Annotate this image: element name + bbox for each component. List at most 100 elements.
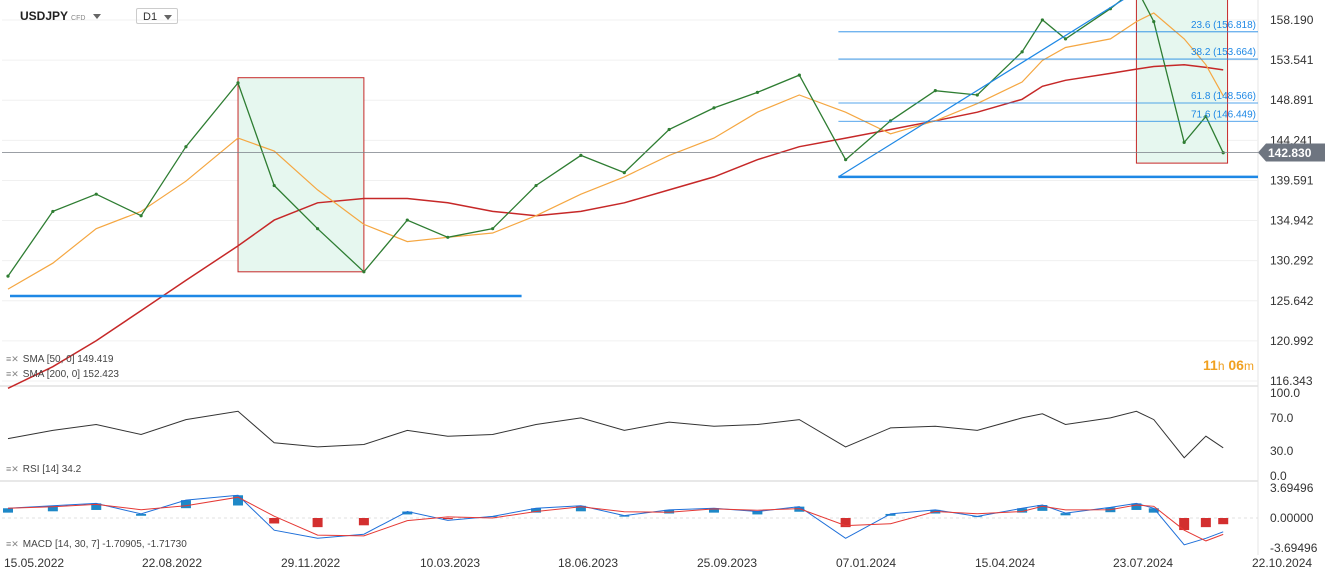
price-point (272, 183, 276, 188)
price-point (888, 119, 893, 123)
macd-histogram-bar (3, 508, 13, 513)
price-point (579, 153, 583, 157)
rsi-tick-label: 30.0 (1270, 444, 1294, 458)
macd-histogram-bar (136, 513, 147, 516)
rsi-tick-label: 70.0 (1270, 411, 1294, 425)
menu-icon[interactable]: ≡✕ (6, 464, 19, 474)
price-tick-label: 130.292 (1270, 254, 1314, 268)
date-tick-label: 29.11.2022 (281, 556, 340, 570)
timeframe-value: D1 (143, 11, 158, 23)
price-tick-label: 116.343 (1270, 374, 1313, 388)
price-point (94, 192, 98, 196)
price-tick-label: 125.642 (1270, 294, 1314, 308)
current-price-label: 142.830 (1268, 146, 1312, 160)
macd-histogram-bar (442, 518, 453, 520)
macd-tick-label: 3.69496 (1270, 481, 1314, 495)
sma50-line (7, 12, 1224, 290)
date-tick-label: 10.03.2023 (420, 556, 480, 570)
rsi-legend[interactable]: ≡✕ RSI [14] 34.2 (6, 464, 81, 475)
chevron-down-icon (93, 14, 102, 20)
price-point (236, 81, 240, 85)
date-tick-label: 23.07.2024 (1113, 556, 1173, 570)
countdown-hours: 11 (1203, 357, 1218, 373)
date-tick-label: 15.05.2022 (4, 556, 64, 570)
macd-histogram-bar (47, 505, 58, 512)
macd-tick-label: 0.00000 (1270, 511, 1314, 525)
macd-histogram-bar (233, 495, 244, 506)
price-point (139, 214, 143, 218)
macd-main-line (7, 494, 1224, 546)
macd-histogram-bar (1037, 505, 1048, 511)
macd-histogram-bar (269, 518, 280, 524)
date-tick-label: 22.10.2024 (1252, 556, 1312, 570)
sma200-legend-text: SMA [200, 0] 152.423 (22, 369, 119, 380)
macd-histogram-bar (1218, 518, 1229, 525)
countdown-h-unit: h (1217, 359, 1225, 373)
date-tick-label: 07.01.2024 (836, 556, 896, 570)
trend-line (838, 0, 1124, 178)
series-lines (6, 0, 1225, 389)
macd-tick-label: -3.69496 (1270, 541, 1318, 555)
sma200-line (7, 64, 1224, 389)
macd-histogram-bar (1017, 508, 1028, 513)
menu-icon[interactable]: ≡✕ (6, 539, 19, 549)
current-price-tag (1258, 143, 1325, 162)
macd-histogram-bar (1060, 513, 1071, 516)
instrument-type: CFD (71, 15, 86, 22)
price-point (1020, 50, 1024, 54)
date-tick-label: 25.09.2023 (697, 556, 757, 570)
date-tick-label: 18.06.2023 (558, 556, 618, 570)
countdown-m-unit: m (1243, 359, 1254, 373)
sma50-legend-text: SMA [50, 0] 149.419 (22, 354, 114, 365)
candle-countdown: 11h 06m (1203, 357, 1254, 373)
symbol-selector[interactable]: USDJPY CFD (20, 9, 102, 23)
price-tick-label: 153.541 (1270, 53, 1314, 67)
macd-legend-text: MACD [14, 30, 7] -1.70905, -1.71730 (22, 539, 187, 550)
date-tick-label: 15.04.2024 (975, 556, 1035, 570)
price-tick-label: 139.591 (1270, 173, 1314, 187)
price-point (534, 183, 538, 188)
price-point (844, 158, 848, 162)
countdown-minutes: 06 (1228, 357, 1244, 373)
rsi-legend-text: RSI [14] 34.2 (22, 464, 82, 475)
price-point (315, 227, 320, 231)
menu-icon[interactable]: ≡✕ (6, 354, 19, 364)
price-point (405, 218, 409, 222)
price-point (1152, 20, 1156, 24)
macd-histogram-bar (1179, 518, 1190, 531)
symbol-name: USDJPY (20, 9, 69, 23)
price-tick-label: 148.891 (1270, 93, 1314, 107)
sma50-legend[interactable]: ≡✕ SMA [50, 0] 149.419 (6, 354, 113, 365)
price-point (446, 235, 450, 239)
highlight-boxes (237, 0, 1229, 273)
price-point (933, 89, 937, 93)
price-point (51, 209, 55, 214)
macd-histogram-bar (1148, 508, 1159, 513)
chevron-down-icon (164, 15, 172, 20)
price-point (975, 93, 979, 97)
macd-legend[interactable]: ≡✕ MACD [14, 30, 7] -1.70905, -1.71730 (6, 539, 187, 550)
rsi-tick-label: 0.0 (1270, 469, 1287, 483)
price-tick-label: 134.942 (1270, 214, 1314, 228)
price-point (362, 270, 366, 274)
sma200-legend[interactable]: ≡✕ SMA [200, 0] 152.423 (6, 369, 119, 380)
macd-histogram-bar (575, 505, 586, 512)
rsi-line (7, 410, 1224, 459)
axes: 158.190153.541148.891144.241139.591134.9… (4, 13, 1325, 570)
price-tick-label: 120.992 (1270, 334, 1314, 348)
macd-histogram-bar (358, 518, 369, 526)
indicator-panes (2, 410, 1258, 546)
price-point (755, 90, 759, 94)
price-point (491, 227, 495, 231)
price-point (1204, 114, 1208, 119)
timeframe-select[interactable]: D1 (136, 8, 178, 24)
price-line (7, 0, 1224, 277)
macd-histogram-bar (708, 508, 719, 513)
macd-histogram-bar (531, 508, 542, 513)
macd-histogram-bar (1200, 518, 1211, 528)
menu-icon[interactable]: ≡✕ (6, 369, 19, 379)
macd-histogram-bar (885, 513, 896, 516)
price-point (1040, 18, 1044, 22)
fib-level-label: 71.6 (146.449) (1191, 109, 1256, 120)
